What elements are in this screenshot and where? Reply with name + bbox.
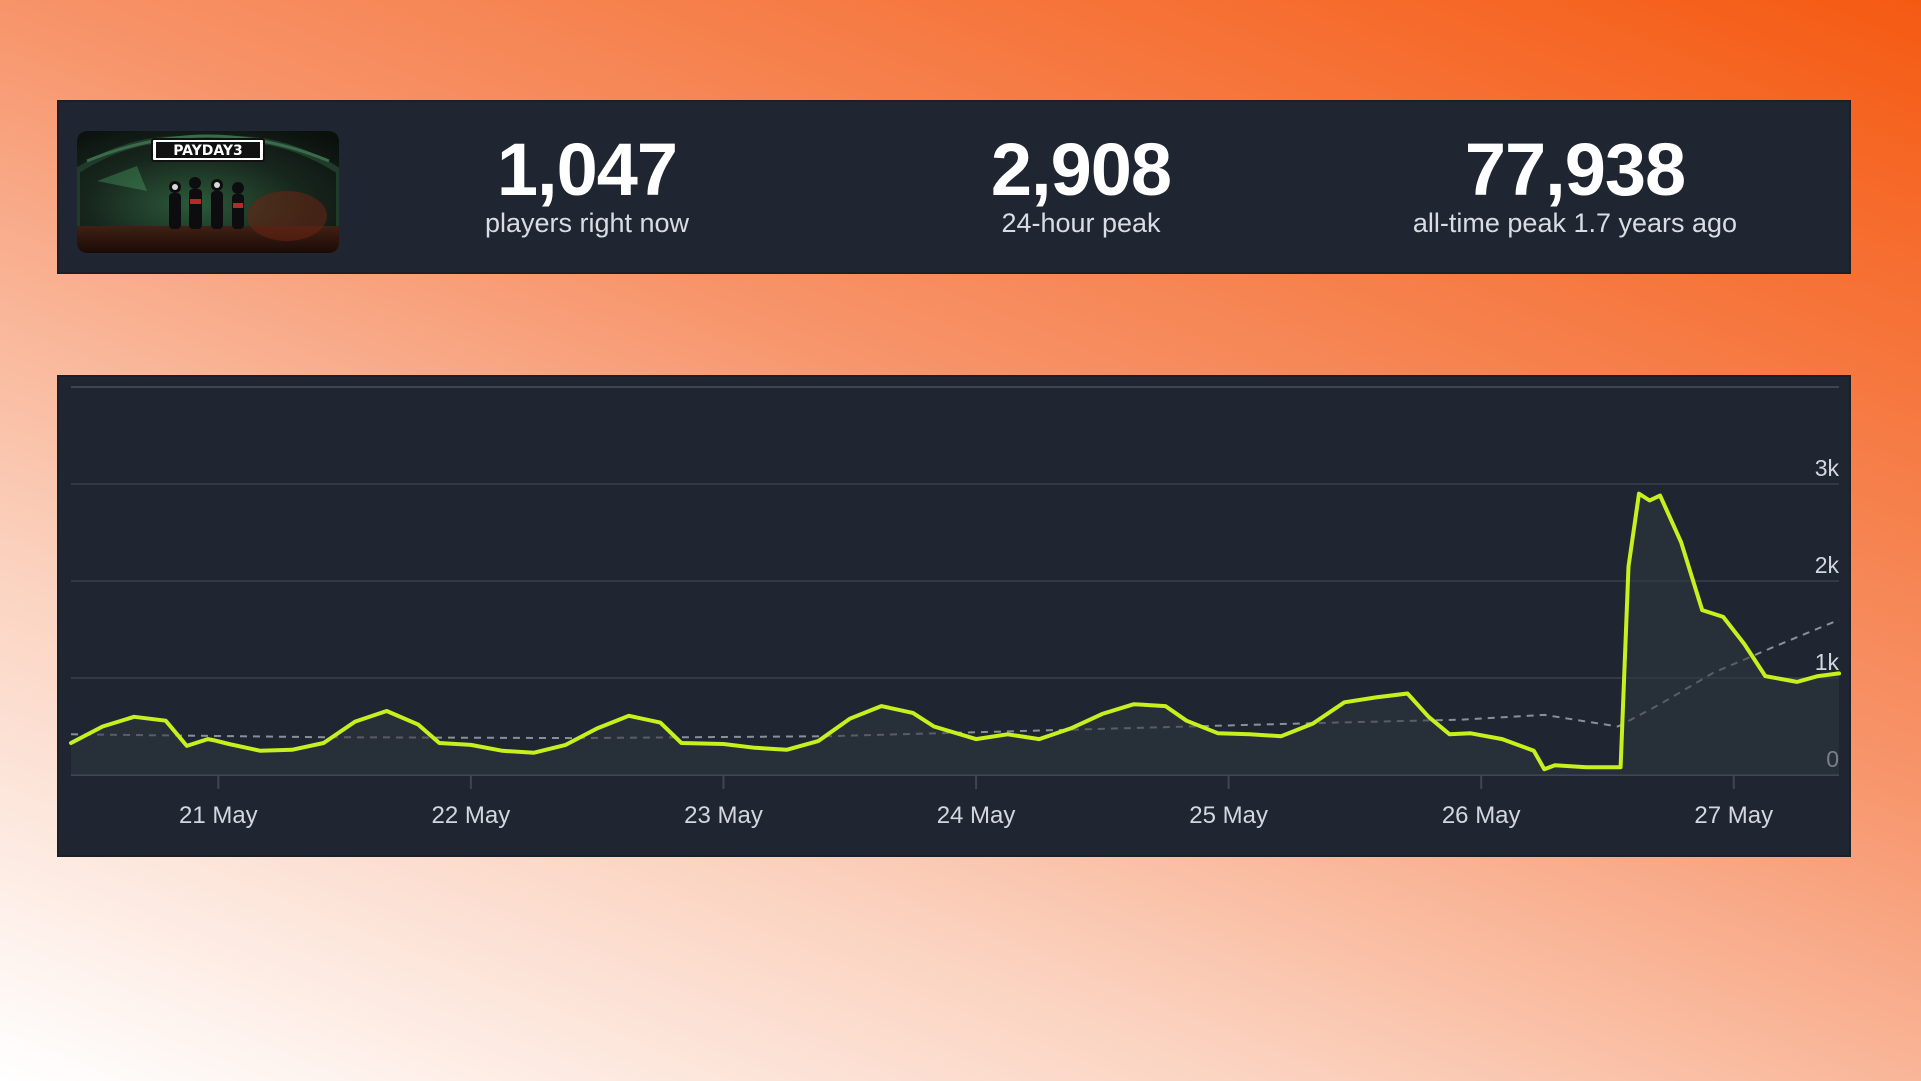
all-time-peak-stat: 77,938 all-time peak 1.7 years ago	[1325, 128, 1825, 239]
player-count-point	[1619, 765, 1623, 769]
player-count-point	[932, 725, 936, 728]
player-count-point	[1469, 731, 1473, 735]
player-count-point	[385, 709, 389, 713]
player-count-point	[211, 738, 215, 742]
x-tick-label: 21 May	[179, 802, 258, 829]
player-count-point	[1100, 712, 1104, 716]
player-count-point	[322, 741, 326, 745]
player-count-point	[1837, 671, 1841, 675]
player-count-point	[1532, 749, 1536, 753]
player-count-point	[1637, 492, 1641, 496]
player-count-point	[564, 743, 568, 747]
player-count-point	[1584, 765, 1588, 769]
player-count-point	[1311, 722, 1315, 726]
player-count-point	[1069, 726, 1073, 730]
y-tick-label: 1k	[1815, 649, 1840, 675]
player-count-point	[1795, 680, 1799, 684]
player-count-point	[658, 721, 662, 725]
y-tick-label: 2k	[1815, 552, 1840, 578]
game-artwork-image: PAYDAY3	[77, 131, 339, 253]
player-count-point	[1721, 615, 1725, 619]
player-count-point	[1816, 674, 1820, 678]
all-time-peak-label: all-time peak 1.7 years ago	[1412, 208, 1738, 238]
player-count-point	[258, 749, 262, 753]
player-count-point	[816, 739, 820, 743]
player-count-chart-panel: 21 May 22 May 23 May 24 May 25 May 26 May 27 M…	[57, 375, 1851, 857]
peak-24h-stat: 2,908 24-hour peak	[831, 128, 1331, 239]
player-count-point	[132, 715, 136, 719]
player-count-point	[1164, 704, 1167, 708]
player-count-point	[1500, 737, 1504, 741]
player-count-point	[848, 717, 852, 721]
all-time-peak-value: 77,938	[1464, 128, 1686, 211]
player-count-point	[206, 737, 210, 741]
player-count-point	[1006, 732, 1010, 736]
player-count-point	[1374, 695, 1378, 699]
player-count-point	[595, 726, 599, 730]
player-count-point	[1553, 763, 1557, 767]
player-count-point	[1427, 715, 1431, 719]
player-count-point	[1448, 732, 1452, 736]
player-count-point	[785, 748, 789, 752]
player-count-point	[974, 737, 978, 741]
player-count-line	[69, 491, 1841, 772]
player-count-point	[164, 719, 168, 723]
player-count-point	[722, 742, 725, 746]
player-count-point	[1342, 700, 1346, 704]
player-count-point	[1248, 732, 1252, 736]
player-count-point	[1406, 692, 1409, 695]
chart-series	[69, 491, 1841, 775]
stats-panel: PAYDAY3 1,047 players right now 2,908 24…	[57, 100, 1851, 274]
peak-24h-label: 24-hour peak	[1001, 208, 1161, 238]
player-count-point	[753, 746, 757, 750]
current-players-label: players right now	[484, 208, 690, 238]
x-tick-label: 23 May	[684, 802, 763, 829]
player-count-point	[1132, 702, 1136, 706]
player-count-point	[1627, 565, 1630, 568]
current-players-stat: 1,047 players right now	[337, 128, 837, 239]
average-line	[70, 618, 1840, 740]
player-count-point	[501, 749, 504, 753]
game-logo-text: PAYDAY3	[173, 143, 243, 159]
x-tick-label: 26 May	[1442, 802, 1521, 829]
current-players-value: 1,047	[496, 128, 678, 211]
player-count-area	[71, 493, 1839, 775]
x-tick-label: 24 May	[937, 802, 1016, 829]
player-count-point	[1616, 765, 1620, 769]
player-count-point	[1216, 731, 1220, 735]
player-count-point	[679, 741, 683, 745]
player-count-point	[1279, 734, 1283, 738]
player-count-point	[353, 720, 357, 724]
peak-24h-value: 2,908	[990, 128, 1172, 211]
player-count-point	[879, 704, 883, 708]
player-count-point	[185, 744, 189, 748]
player-count-point	[1658, 494, 1662, 498]
player-count-point	[1185, 719, 1188, 723]
player-count-point	[416, 723, 420, 727]
player-count-point	[437, 741, 441, 745]
player-count-point	[69, 741, 73, 745]
player-count-point	[227, 742, 231, 746]
game-thumbnail[interactable]: PAYDAY3	[77, 131, 339, 253]
player-count-point	[101, 725, 105, 728]
player-count-point	[1700, 608, 1704, 612]
player-count-point	[1542, 767, 1546, 771]
player-count-point	[627, 714, 631, 718]
y-tick-label: 3k	[1815, 455, 1840, 481]
player-count-point	[1648, 499, 1652, 502]
player-count-point	[1037, 737, 1041, 741]
player-count-point	[469, 743, 473, 747]
player-count-point	[1679, 540, 1683, 544]
player-count-point	[1742, 642, 1746, 646]
player-count-point	[290, 748, 294, 752]
x-tick-label: 25 May	[1189, 802, 1268, 829]
player-count-chart[interactable]: 21 May 22 May 23 May 24 May 25 May 26 May 27 M…	[59, 377, 1849, 855]
player-count-point	[532, 751, 536, 755]
chart-x-axis: 21 May 22 May 23 May 24 May 25 May 26 May 27 M…	[179, 775, 1773, 829]
x-tick-label: 27 May	[1694, 802, 1773, 829]
player-count-point	[911, 711, 915, 715]
player-count-point	[1763, 674, 1767, 678]
x-tick-label: 22 May	[432, 802, 511, 829]
